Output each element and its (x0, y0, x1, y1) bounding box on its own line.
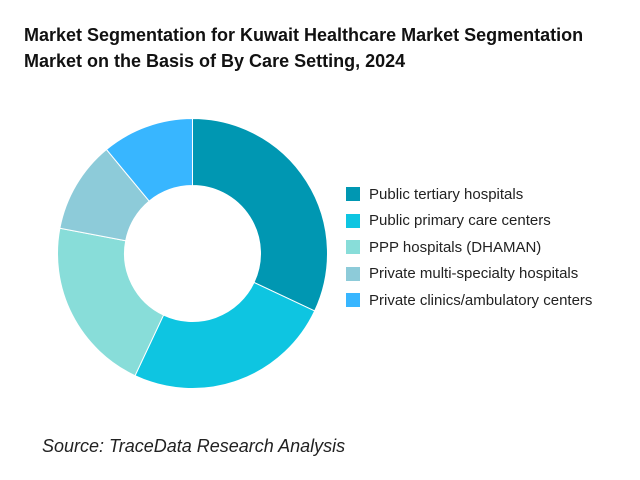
donut-slice-1 (192, 117, 328, 312)
source-note: Source: TraceData Research Analysis (42, 436, 346, 456)
legend-swatch (346, 213, 360, 228)
donut-slice-5 (105, 117, 193, 202)
donut-chart (57, 117, 328, 389)
legend-label: PPP hospitals (DHAMAN) (369, 238, 542, 256)
legend-item-1: Public tertiary hospitals (346, 181, 592, 207)
legend-swatch (346, 293, 360, 307)
donut-slice-3 (57, 227, 165, 377)
chart-legend: Public tertiary hospitals Public primary … (346, 181, 592, 314)
legend-label: Public primary care centers (369, 212, 551, 229)
legend-label: Private clinics/ambulatory centers (369, 291, 593, 309)
legend-swatch (346, 187, 360, 201)
donut-slice-2 (134, 281, 316, 389)
chart-title: Market Segmentation for Kuwait Healthcar… (24, 22, 624, 74)
legend-swatch (346, 266, 360, 281)
chart-title-line-1: Market Segmentation for Kuwait Healthcar… (24, 25, 584, 45)
legend-item-2: Public primary care centers (346, 208, 592, 234)
legend-item-5: Private clinics/ambulatory centers (346, 287, 592, 313)
chart-title-line-2: Market on the Basis of By Care Setting, … (24, 51, 406, 71)
legend-label: Private multi-specialty hospitals (369, 265, 579, 282)
legend-item-3: PPP hospitals (DHAMAN) (346, 234, 592, 260)
legend-item-4: Private multi-specialty hospitals (346, 261, 592, 287)
legend-label: Public tertiary hospitals (369, 185, 524, 203)
legend-swatch (346, 240, 360, 254)
